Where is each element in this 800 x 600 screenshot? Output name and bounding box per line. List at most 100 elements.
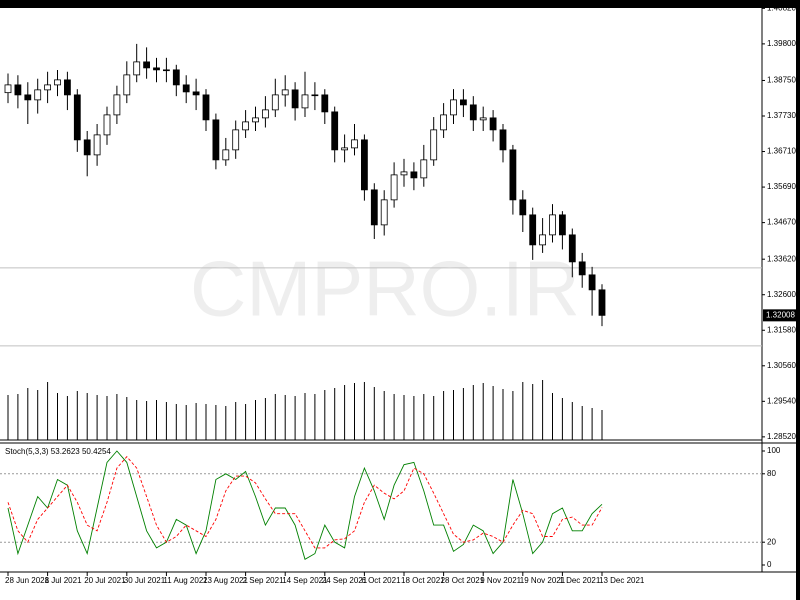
- candle-body: [281, 89, 289, 96]
- candle-body: [44, 84, 51, 91]
- x-tick-label: 14 Sep 2021: [282, 576, 328, 585]
- candle-body: [598, 289, 606, 316]
- candle-body: [73, 94, 81, 141]
- candle-body: [222, 149, 230, 161]
- x-tick-label: 2 Sep 2021: [243, 576, 284, 585]
- x-tick-label: 28 Oct 2021: [441, 576, 485, 585]
- candle-body: [341, 147, 349, 151]
- x-tick-label: 9 Nov 2021: [480, 576, 521, 585]
- candle-body: [351, 139, 358, 149]
- candle-body: [242, 121, 250, 131]
- osc-y-tick-label: 100: [767, 446, 781, 455]
- candle-body: [430, 129, 438, 161]
- candle-body: [479, 117, 487, 121]
- candle-body: [14, 84, 22, 96]
- y-tick-label: 1.40820: [767, 3, 796, 12]
- osc-line: [7, 450, 603, 560]
- candle-body: [311, 94, 319, 97]
- y-tick-label: 1.36710: [767, 147, 796, 156]
- watermark: CMPRO.IR: [190, 245, 580, 333]
- x-tick-label: 24 Sep 2021: [322, 576, 368, 585]
- top-border: [0, 0, 800, 8]
- candle-body: [360, 139, 368, 191]
- x-tick-label: 18 Oct 2021: [401, 576, 445, 585]
- osc-y-tick-label: 0: [767, 560, 772, 569]
- y-tick-label: 1.30560: [767, 361, 796, 370]
- candle-body: [34, 89, 42, 101]
- indicator-label: Stoch(5,3,3) 53.2623 50.4254: [5, 447, 111, 456]
- candle-body: [549, 214, 556, 236]
- y-tick-label: 1.28520: [767, 432, 796, 441]
- candle-body: [321, 94, 329, 113]
- candle-body: [380, 199, 388, 226]
- y-tick-label: 1.33620: [767, 254, 796, 263]
- candle-body: [588, 274, 596, 291]
- y-tick-label: 1.38750: [767, 76, 796, 85]
- osc-y-tick-label: 20: [767, 537, 776, 546]
- osc-line: [7, 456, 603, 549]
- candle-body: [440, 114, 448, 131]
- x-tick-label: 1 Dec 2021: [559, 576, 600, 585]
- x-tick-label: 19 Nov 2021: [520, 576, 566, 585]
- x-tick-label: 8 Jul 2021: [45, 576, 82, 585]
- current-price-box: [763, 309, 796, 322]
- candle-body: [261, 109, 269, 119]
- y-tick-label: 1.35690: [767, 182, 796, 191]
- candle-body: [499, 129, 507, 151]
- candle-body: [410, 171, 418, 179]
- candle-body: [509, 149, 517, 201]
- candle-body: [450, 99, 457, 116]
- candle-body: [469, 104, 477, 121]
- candle-body: [83, 139, 91, 156]
- candle-body: [519, 199, 527, 216]
- x-tick-label: 20 Jul 2021: [84, 576, 126, 585]
- candle-body: [202, 94, 210, 121]
- candle-body: [301, 94, 309, 109]
- candle-body: [390, 174, 398, 201]
- x-tick-label: 13 Dec 2021: [599, 576, 645, 585]
- candle-body: [172, 69, 180, 86]
- current-price-label: 1.32008: [766, 310, 795, 319]
- candle-body: [182, 84, 190, 93]
- candle-body: [232, 129, 240, 151]
- y-tick-label: 1.29540: [767, 396, 796, 405]
- osc-y-tick-label: 80: [767, 469, 776, 478]
- candle-body: [103, 114, 111, 136]
- y-tick-label: 1.31580: [767, 325, 796, 334]
- candle-body: [459, 99, 467, 106]
- candle-body: [4, 84, 12, 94]
- x-tick-label: 23 Aug 2021: [203, 576, 248, 585]
- candle-body: [54, 79, 61, 86]
- candle-body: [93, 134, 101, 156]
- candle-body: [331, 111, 339, 151]
- candle-body: [291, 89, 299, 109]
- x-tick-label: 30 Jul 2021: [124, 576, 166, 585]
- candle-body: [271, 94, 279, 111]
- candle-body: [370, 189, 378, 226]
- candle-body: [539, 234, 546, 246]
- candle-body: [113, 94, 121, 116]
- candle-body: [252, 117, 259, 123]
- candle-body: [529, 214, 537, 246]
- x-tick-label: 11 Aug 2021: [163, 576, 208, 585]
- y-tick-label: 1.37730: [767, 111, 796, 120]
- candle-body: [559, 214, 566, 236]
- candle-body: [24, 94, 32, 101]
- candle-body: [143, 61, 151, 69]
- candle-body: [64, 79, 71, 96]
- candle-body: [123, 74, 131, 96]
- candle-body: [489, 117, 497, 131]
- candle-body: [153, 67, 160, 71]
- candle-body: [568, 234, 576, 263]
- x-tick-label: 28 Jun 2021: [5, 576, 50, 585]
- y-tick-label: 1.32600: [767, 290, 796, 299]
- candle-body: [192, 91, 200, 96]
- x-tick-label: 6 Oct 2021: [361, 576, 401, 585]
- candle-body: [420, 159, 428, 179]
- right-border: [796, 0, 800, 600]
- candle-body: [162, 69, 170, 72]
- y-tick-label: 1.39800: [767, 39, 796, 48]
- y-tick-label: 1.34670: [767, 218, 796, 227]
